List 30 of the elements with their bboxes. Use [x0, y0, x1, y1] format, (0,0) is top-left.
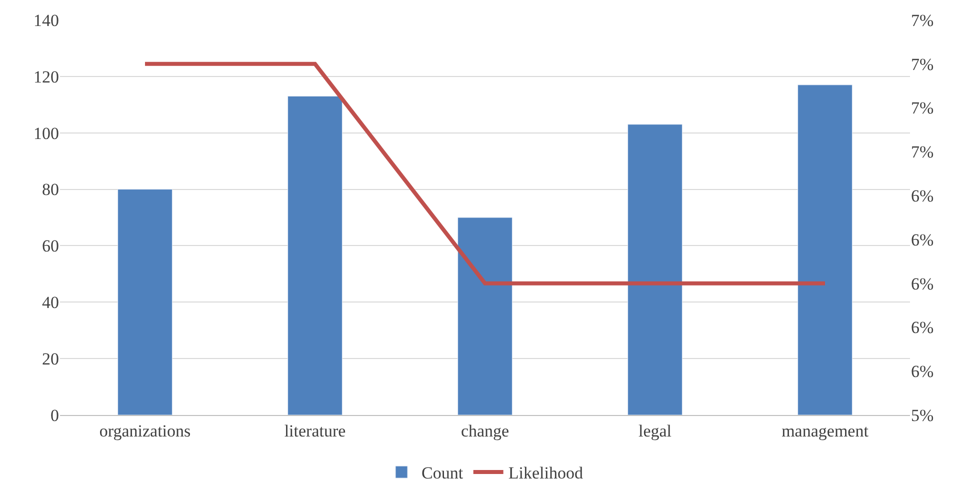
bar [288, 96, 342, 415]
legend-label: Likelihood [508, 464, 584, 483]
bar [628, 124, 682, 415]
bar [118, 189, 172, 415]
x-tick-label: legal [638, 421, 672, 440]
bar [458, 217, 512, 415]
y-tick-label: 140 [34, 10, 59, 30]
y2-tick-label: 7% [911, 10, 934, 30]
legend-label: Count [422, 464, 464, 483]
y-tick-label: 0 [50, 406, 59, 425]
y2-tick-label: 7% [911, 142, 934, 162]
y2-tick-label: 7% [911, 98, 934, 118]
y2-tick-label: 6% [911, 274, 934, 294]
y2-tick-label: 6% [911, 318, 934, 338]
y-tick-label: 80 [42, 180, 59, 200]
y-tick-label: 100 [34, 124, 59, 143]
x-tick-label: management [782, 421, 869, 440]
y2-tick-label: 7% [911, 54, 934, 74]
y-tick-label: 120 [34, 67, 59, 86]
y-tick-label: 40 [42, 293, 59, 312]
x-tick-label: literature [284, 421, 346, 440]
bar [798, 84, 852, 415]
y2-tick-label: 6% [911, 186, 934, 206]
x-tick-label: organizations [99, 421, 191, 440]
y2-tick-label: 6% [911, 230, 934, 250]
x-tick-label: change [460, 421, 510, 440]
y-tick-label: 60 [42, 236, 59, 256]
y2-tick-label: 5% [911, 406, 934, 425]
y-tick-label: 20 [42, 350, 59, 369]
y2-tick-label: 6% [911, 362, 934, 382]
